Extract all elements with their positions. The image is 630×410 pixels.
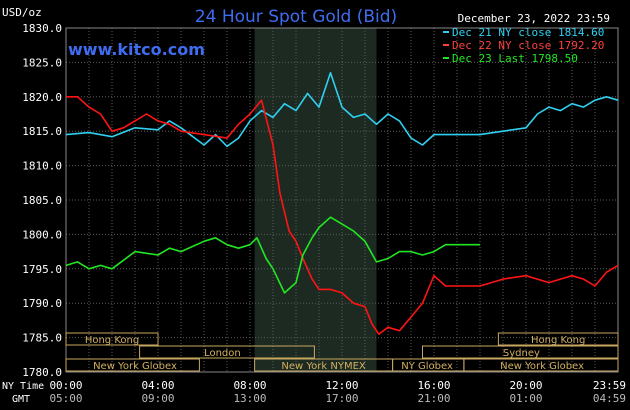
session-label: Hong Kong (531, 335, 585, 346)
gmt-tick-label: 09:00 (141, 392, 174, 405)
series-line-2 (66, 96, 619, 336)
session-box (65, 358, 200, 372)
gmt-tick-label: 01:00 (509, 392, 542, 405)
session-label: New York Globex (93, 361, 177, 372)
market-sessions: Hong Kong Hong Kong London Sydney New York G… (65, 332, 619, 372)
plot-frame (65, 27, 619, 373)
gmt-tick-label: 04:59 (593, 392, 626, 405)
gmt-label: GMT (12, 394, 30, 405)
legend-label: Dec 22 NY close 1792.20 (452, 39, 604, 52)
ny-time-label: NY Time (2, 381, 44, 392)
session-box (463, 358, 619, 372)
series-layer (65, 71, 619, 336)
x-tick-label: 12:00 (325, 379, 358, 392)
session-label: Sydney (503, 348, 540, 359)
y-tick-label: 1825.0 (22, 56, 62, 69)
timestamp: December 23, 2022 23:59 (458, 12, 610, 25)
y-tick-label: 1830.0 (22, 22, 62, 35)
unit-label: USD/oz (2, 6, 42, 19)
session-label: New York Globex (500, 361, 584, 372)
gmt-tick-label: 21:00 (417, 392, 450, 405)
gmt-tick-label: 05:00 (49, 392, 82, 405)
session-label: New York NYMEX (281, 361, 366, 372)
y-tick-label: 1820.0 (22, 91, 62, 104)
y-tick-label: 1800.0 (22, 228, 62, 241)
y-tick-label: 1815.0 (22, 125, 62, 138)
y-tick-label: 1790.0 (22, 297, 62, 310)
legend-label: Dec 23 Last 1798.50 (452, 52, 578, 65)
series-line-1 (65, 71, 619, 148)
x-tick-label: 00:00 (49, 379, 82, 392)
x-tick-label: 23:59 (593, 379, 626, 392)
gmt-tick-label: 17:00 (325, 392, 358, 405)
y-tick-label: 1805.0 (22, 194, 62, 207)
x-tick-label: 20:00 (509, 379, 542, 392)
session-box (422, 345, 619, 359)
plot-border (65, 27, 619, 373)
x-tick-label: 16:00 (417, 379, 450, 392)
y-tick-label: 1810.0 (22, 160, 62, 173)
chart-title: 24 Hour Spot Gold (Bid) (195, 7, 397, 27)
brand-watermark: www.kitco.com (68, 40, 205, 59)
y-axis-ticks: 1830.0 1825.0 1820.0 1815.0 1810.0 1805.0 1800… (22, 22, 62, 379)
y-tick-label: 1780.0 (22, 366, 62, 379)
session-box (497, 332, 619, 346)
x-tick-label: 08:00 (233, 379, 266, 392)
series-line-3 (65, 216, 480, 294)
gmt-tick-label: 13:00 (233, 392, 266, 405)
session-label: NY Globex (401, 361, 453, 372)
session-label: London (204, 348, 241, 359)
y-tick-label: 1785.0 (22, 332, 62, 345)
session-box (65, 332, 159, 346)
legend-label: Dec 21 NY close 1814.60 (452, 26, 604, 39)
y-tick-label: 1795.0 (22, 263, 62, 276)
session-box (139, 345, 315, 359)
session-label: Hong Kong (85, 335, 139, 346)
x-tick-label: 04:00 (141, 379, 174, 392)
